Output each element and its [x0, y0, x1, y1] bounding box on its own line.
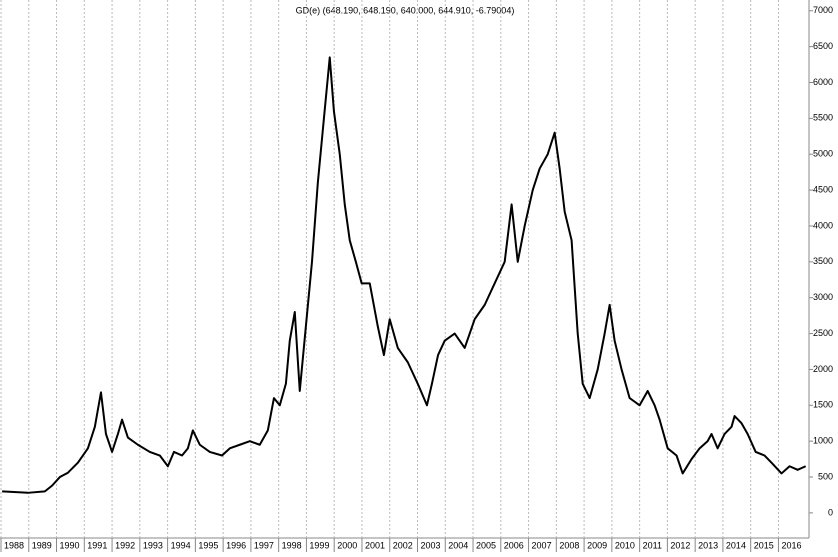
y-tick-label: 3500: [813, 256, 833, 266]
x-tick-label: 1988: [4, 540, 24, 550]
y-tick-label: 4500: [813, 184, 833, 194]
x-tick-label: 2009: [587, 540, 607, 550]
y-tick-label: 0: [828, 507, 833, 517]
x-tick-label: 2014: [726, 540, 746, 550]
x-tick-label: 1999: [309, 540, 329, 550]
x-tick-label: 2003: [420, 540, 440, 550]
x-tick-label: 2005: [476, 540, 496, 550]
x-tick-label: 1995: [198, 540, 218, 550]
x-tick-label: 2015: [754, 540, 774, 550]
x-tick-label: 2013: [698, 540, 718, 550]
x-tick-label: 2000: [337, 540, 357, 550]
y-tick-label: 3000: [813, 292, 833, 302]
x-tick-label: 2006: [504, 540, 524, 550]
x-tick-label: 2007: [532, 540, 552, 550]
x-tick-label: 1990: [60, 540, 80, 550]
y-tick-label: 1500: [813, 400, 833, 410]
x-tick-label: 2011: [643, 540, 662, 550]
x-tick-label: 1996: [226, 540, 246, 550]
x-tick-label: 1998: [282, 540, 302, 550]
y-tick-label: 4000: [813, 220, 833, 230]
y-tick-label: 5500: [813, 113, 833, 123]
y-tick-label: 6000: [813, 77, 833, 87]
x-tick-label: 2010: [615, 540, 635, 550]
y-tick-label: 7000: [813, 5, 833, 15]
y-tick-label: 6500: [813, 41, 833, 51]
x-tick-label: 1991: [87, 540, 107, 550]
x-tick-label: 1997: [254, 540, 274, 550]
x-tick-label: 1989: [32, 540, 52, 550]
y-tick-label: 1000: [813, 436, 833, 446]
x-tick-label: 1994: [171, 540, 191, 550]
chart-title: GD(e) (648.190, 648.190, 640.000, 644.91…: [296, 5, 515, 15]
y-tick-label: 5000: [813, 149, 833, 159]
data-line: [2, 56, 807, 494]
y-tick-label: 500: [818, 471, 833, 481]
x-tick-label: 2012: [670, 540, 690, 550]
x-tick-label: 2002: [393, 540, 413, 550]
x-tick-label: 1993: [143, 540, 163, 550]
x-tick-label: 1992: [115, 540, 135, 550]
y-tick-label: 2000: [813, 364, 833, 374]
x-tick-label: 2001: [365, 540, 385, 550]
x-tick-label: 2008: [559, 540, 579, 550]
x-tick-label: 2016: [781, 540, 801, 550]
x-tick-label: 2004: [448, 540, 468, 550]
y-tick-label: 2500: [813, 328, 833, 338]
